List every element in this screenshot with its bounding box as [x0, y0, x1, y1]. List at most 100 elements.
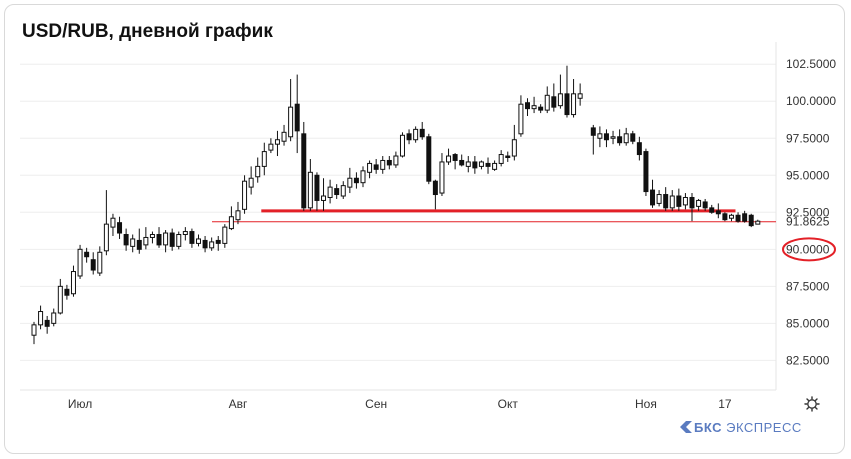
chart-frame [4, 4, 845, 454]
candle-body [156, 234, 162, 246]
candle [367, 160, 373, 179]
x-tick-label: 17 [718, 397, 732, 411]
candle-body [149, 234, 155, 238]
candle-body [110, 217, 116, 228]
chart-title: USD/RUB, дневной график [22, 21, 273, 42]
candle [347, 167, 353, 194]
candle-body [84, 251, 90, 258]
candle [380, 156, 386, 174]
candle [577, 83, 583, 106]
candle [373, 158, 379, 174]
candle-body [215, 239, 221, 244]
brand-name: БКС [694, 420, 722, 435]
candle [643, 148, 649, 197]
candle-body [261, 151, 267, 167]
candle-body [426, 136, 432, 182]
candle-body [228, 216, 234, 230]
candle-body [472, 161, 478, 169]
candle [31, 321, 37, 345]
candle-body [610, 136, 616, 139]
candle [215, 235, 221, 251]
candle [103, 190, 109, 256]
x-tick-labels: Июл Авг Сен Окт Ноя 17 [68, 397, 732, 411]
candle-body [31, 324, 37, 336]
candle [630, 130, 636, 145]
candle [182, 227, 188, 241]
candle-body [492, 162, 498, 170]
x-tick-label: Июл [68, 397, 92, 411]
candle [538, 104, 544, 114]
candle-body [432, 180, 438, 196]
candle-body [321, 195, 327, 201]
candle [656, 190, 662, 207]
candle [268, 138, 274, 154]
candle-body [636, 142, 642, 156]
candle [551, 83, 557, 112]
candle [255, 157, 261, 183]
candle-body [222, 226, 228, 244]
candle-body [44, 319, 50, 327]
candle-body [38, 311, 44, 326]
candle [196, 234, 201, 247]
candle-body [597, 133, 603, 139]
candle-body [386, 159, 392, 166]
candle [525, 98, 530, 117]
candle [301, 121, 307, 211]
candle [465, 156, 471, 173]
candle-body [590, 127, 596, 136]
candle-body [307, 171, 313, 209]
bcs-logo-icon [680, 421, 692, 433]
candle-body [755, 220, 761, 225]
candle [248, 166, 254, 195]
candle [439, 153, 445, 197]
candle [222, 224, 228, 248]
candle [70, 265, 76, 297]
candle [413, 126, 419, 143]
candle-body [498, 154, 504, 164]
price-label: 91.8625 [786, 215, 830, 229]
candle [386, 156, 392, 170]
candle-body [722, 213, 728, 221]
y-tick-label: 102.5000 [786, 57, 836, 71]
candle [426, 133, 432, 185]
candle [742, 210, 748, 223]
candle-body [360, 170, 366, 184]
candle-body [643, 151, 649, 193]
candle-body [406, 133, 412, 141]
candle-body [603, 133, 609, 141]
candle [399, 132, 405, 158]
candle-body [123, 234, 129, 246]
candle [597, 126, 603, 148]
x-tick-label: Окт [498, 397, 519, 411]
candle-body [288, 106, 294, 138]
candle [90, 252, 96, 275]
candle [117, 216, 123, 239]
candle-body [544, 94, 550, 111]
brand-label: БКС ЭКСПРЕСС [694, 420, 802, 435]
candle-body [353, 177, 359, 184]
candle-body [235, 210, 241, 221]
candle-body [169, 232, 175, 247]
candle-body [189, 231, 195, 244]
candle [64, 284, 70, 300]
candle-body [248, 177, 254, 188]
candle-body [347, 177, 353, 188]
candle [715, 203, 721, 219]
candle-body [373, 164, 379, 170]
candle-body [702, 201, 708, 209]
candle-body [70, 271, 76, 295]
candle-body [242, 180, 248, 210]
candle [446, 148, 452, 165]
x-tick-label: Авг [229, 397, 248, 411]
candle [169, 228, 175, 251]
candle-body [281, 131, 287, 142]
candle-body [505, 155, 511, 159]
candle-body [735, 214, 741, 222]
candle-body [274, 139, 280, 145]
candle-body [538, 106, 544, 111]
candle [452, 153, 458, 170]
candle-body [294, 103, 300, 132]
gear-icon[interactable] [804, 396, 820, 412]
candle-body [478, 161, 484, 167]
